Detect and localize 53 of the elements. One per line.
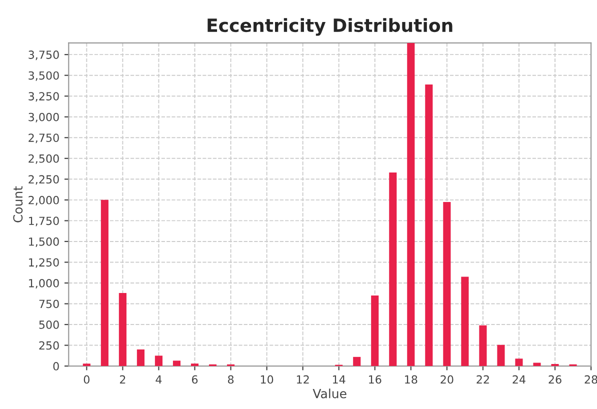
chart-title: Eccentricity Distribution bbox=[208, 18, 452, 36]
y-tick-label: 500 bbox=[39, 320, 59, 329]
bar bbox=[407, 42, 415, 366]
bar bbox=[425, 84, 433, 366]
x-tick-label: 20 bbox=[440, 375, 454, 384]
bar bbox=[353, 356, 361, 366]
bar bbox=[172, 360, 181, 366]
x-tick-label: 22 bbox=[476, 375, 489, 384]
y-tick-label: 2,750 bbox=[28, 134, 59, 144]
y-tick-label: 750 bbox=[39, 300, 59, 308]
bar bbox=[389, 172, 397, 366]
x-tick-label: 6 bbox=[192, 375, 198, 384]
x-tick-label: 26 bbox=[548, 375, 562, 384]
y-tick-label: 2,250 bbox=[28, 175, 59, 185]
y-axis-title: Count bbox=[13, 186, 23, 222]
y-tick-label: 3,750 bbox=[28, 50, 59, 60]
x-tick-label: 8 bbox=[228, 375, 234, 384]
x-tick-label: 28 bbox=[584, 375, 597, 384]
y-tick-label: 3,500 bbox=[28, 71, 59, 81]
x-tick-label: 10 bbox=[260, 375, 274, 384]
bar bbox=[100, 200, 108, 366]
bar bbox=[154, 356, 162, 366]
y-tick-label: 0 bbox=[53, 362, 59, 370]
x-tick-label: 4 bbox=[156, 375, 162, 384]
y-tick-label: 2,000 bbox=[28, 196, 59, 206]
bar bbox=[515, 358, 523, 366]
y-tick-label: 1,250 bbox=[29, 258, 59, 268]
bar bbox=[190, 364, 199, 366]
x-axis-title: Value bbox=[312, 388, 346, 398]
bar bbox=[533, 362, 541, 366]
y-tick-label: 3,000 bbox=[28, 112, 59, 122]
x-tick-label: 18 bbox=[405, 375, 418, 384]
y-tick-label: 1,500 bbox=[29, 237, 59, 247]
bar bbox=[371, 295, 379, 366]
x-tick-label: 14 bbox=[333, 375, 346, 384]
bar bbox=[443, 202, 451, 366]
bar bbox=[136, 349, 144, 366]
bar bbox=[461, 276, 469, 366]
y-tick-label: 3,250 bbox=[28, 92, 59, 102]
bar bbox=[551, 364, 559, 366]
bar bbox=[479, 325, 487, 366]
x-tick-label: 12 bbox=[296, 375, 309, 384]
y-tick-label: 250 bbox=[39, 341, 59, 350]
x-tick-label: 0 bbox=[84, 375, 90, 384]
bar bbox=[497, 344, 505, 366]
x-tick-label: 24 bbox=[512, 375, 526, 384]
y-tick-label: 1,000 bbox=[29, 278, 59, 289]
x-tick-label: 16 bbox=[369, 375, 382, 384]
x-tick-label: 2 bbox=[120, 375, 126, 384]
bar bbox=[118, 292, 126, 366]
bar bbox=[82, 364, 90, 366]
y-tick-label: 1,750 bbox=[29, 216, 59, 226]
y-tick-label: 2,500 bbox=[28, 154, 59, 164]
